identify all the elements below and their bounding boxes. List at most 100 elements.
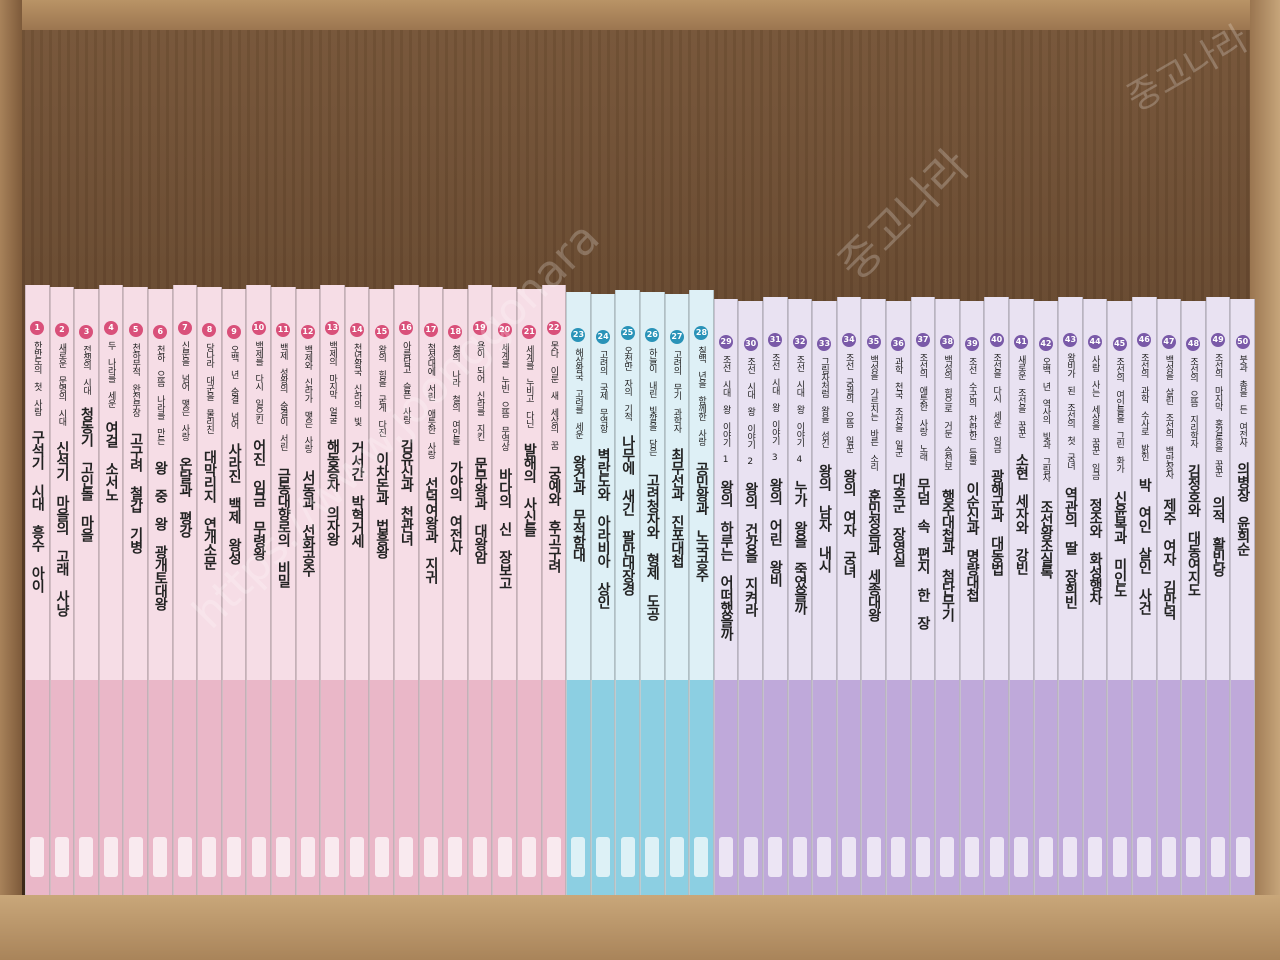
book-subtitle: 철의 나라 철의 여인들 [449,345,460,444]
spine-band [370,680,393,895]
spine-band [173,680,197,895]
spine-band [690,680,713,895]
book-spine: 16 아름답고 슬픈 사랑 김유신과 천관녀 [394,285,419,895]
book-subtitle: 백제의 마지막 얼굴 [326,341,337,423]
book-subtitle: 천년왕국 신라의 빛 [351,343,362,425]
spine-band [714,680,738,895]
book-title: 조선왕조실록 [1037,500,1054,578]
book-title: 역관의 딸 장희빈 [1062,487,1079,608]
book-spine: 31 조선 시대 왕 이야기 3 왕의 어린 왕비 [763,297,788,895]
spine-band [813,680,836,895]
volume-number: 4 [104,321,119,335]
volume-number: 47 [1161,335,1176,349]
publisher-logo [891,837,906,877]
volume-number: 25 [620,326,635,340]
spine-band [665,680,689,895]
volume-number: 26 [645,328,660,342]
book-spine: 46 조선의 과학 수사로 밝힌 박 여인 살인 사건 [1132,297,1157,895]
publisher-logo [54,837,69,877]
publisher-logo [866,837,881,877]
book-subtitle: 조선을 다시 세운 임금 [991,353,1002,452]
shelf-top [0,0,1280,30]
book-subtitle: 첨성대에 서린 애틋한 사랑 [425,343,436,458]
publisher-logo [792,837,807,877]
book-title: 훈민정음과 세종대왕 [865,489,882,621]
book-title: 왕의 건강을 지켜라 [742,482,759,616]
volume-number: 37 [915,333,930,347]
book-title: 나무에 새긴 팔만대장경 [619,435,636,595]
volume-number: 17 [423,323,438,337]
book-subtitle: 고려의 국제 무역항 [597,350,608,432]
spine-band [1083,680,1107,895]
publisher-logo [571,837,586,877]
spine-band [936,680,959,895]
book-title: 행주대첩과 첨단무기 [939,489,956,621]
publisher-logo [325,837,340,877]
volume-number: 41 [1014,335,1029,349]
book-title: 고구려 철갑 기병 [127,432,144,553]
publisher-logo [1161,837,1176,877]
book-spine: 25 오천만 자의 기적 나무에 새긴 팔만대장경 [615,290,640,895]
book-subtitle: 세계를 누빈 으뜸 무역상 [499,343,510,450]
volume-number: 49 [1211,333,1226,347]
book-spine: 19 용이 되어 신라를 지킨 문무왕과 대왕암 [467,285,493,895]
book-title: 의병장 윤희순 [1234,462,1251,555]
book-spine: 26 하늘이 내린 빛깔을 담은 고려청자와 형제 도공 [640,292,665,895]
book-title: 제주 여자 김만덕 [1160,498,1177,619]
spine-band [542,680,566,895]
book-spine: 38 백성의 힘으로 거둔 승전보 행주대첩과 첨단무기 [935,299,960,895]
publisher-logo [497,837,512,877]
publisher-logo [1235,837,1250,877]
book-spine: 39 조선 수군의 찬란한 등불 이순신과 명량대첩 [959,301,985,895]
book-spine: 8 당나라 대군을 물리친 대막리지 연개소문 [197,287,222,895]
book-spine: 24 고려의 국제 무역항 벽란도와 아라비아 상인 [590,294,616,895]
book-title: 무덤 속 편지 한 장 [914,478,931,629]
publisher-logo [546,837,561,877]
book-spine: 28 칠백 년을 함께한 사랑 공민왕과 노국공주 [689,290,714,895]
book-title: 누가 왕을 죽였을까 [791,480,808,614]
volume-number: 7 [177,321,192,335]
book-subtitle: 당나라 대군을 물리친 [203,343,214,433]
volume-number: 50 [1235,335,1250,349]
publisher-logo [645,837,660,877]
book-subtitle: 과학 천국 조선을 일군 [892,357,903,456]
volume-number: 40 [989,333,1004,347]
book-title: 최무선과 진포대첩 [668,448,685,567]
book-spine: 22 못다 이룬 새 세상의 꿈 궁예와 후고구려 [541,285,567,895]
book-title: 신윤복과 미인도 [1111,491,1128,597]
spine-band [911,680,935,895]
book-title: 가야의 여전사 [447,461,464,554]
volume-number: 36 [891,337,906,351]
book-spine: 48 조선의 으뜸 지리학자 김정호와 대동여지도 [1181,301,1206,895]
shelf-left [0,0,22,960]
book-subtitle: 조선 수군의 찬란한 등불 [966,357,977,464]
spine-band [345,680,369,895]
publisher-logo [202,837,217,877]
volume-number: 38 [940,335,955,349]
book-subtitle: 천하무적 완전무장 [130,343,141,416]
spine-band [1059,680,1082,895]
book-title: 사라진 백제 왕성 [226,443,243,564]
publisher-logo [1137,837,1152,877]
book-title: 대막리지 연개소문 [201,450,218,569]
book-title: 문무왕과 대왕암 [472,457,489,563]
book-title: 대호군 장영실 [890,473,907,566]
book-subtitle: 아름답고 슬픈 사랑 [400,341,411,423]
book-title: 발해의 사신들 [521,443,538,536]
book-spine: 21 세계를 누비고 다닌 발해의 사신들 [517,289,542,895]
volume-number: 29 [719,335,734,349]
book-spine: 3 전쟁의 시대 청동기 고인돌 마을 [74,289,99,895]
spine-band [222,680,246,895]
book-spine: 14 천년왕국 신라의 빛 거서간 박혁거세 [344,287,370,895]
book-spine: 11 백제 성왕의 숨결이 서린 금동대향로의 비밀 [271,287,296,895]
book-title: 신석기 마을의 고래 사냥 [53,441,70,616]
book-subtitle: 조선의 으뜸 지리학자 [1187,357,1198,447]
spine-band [50,680,74,895]
volume-number: 27 [669,330,684,344]
book-spine: 15 왕의 힘을 굳게 다진 이차돈과 법흥왕 [369,289,394,895]
book-subtitle: 백제 성왕의 숨결이 서린 [277,343,288,450]
book-title: 서동과 선화공주 [299,470,316,576]
volume-number: 43 [1063,333,1078,347]
book-spine: 35 백성을 가르치는 바른 소리 훈민정음과 세종대왕 [861,299,886,895]
